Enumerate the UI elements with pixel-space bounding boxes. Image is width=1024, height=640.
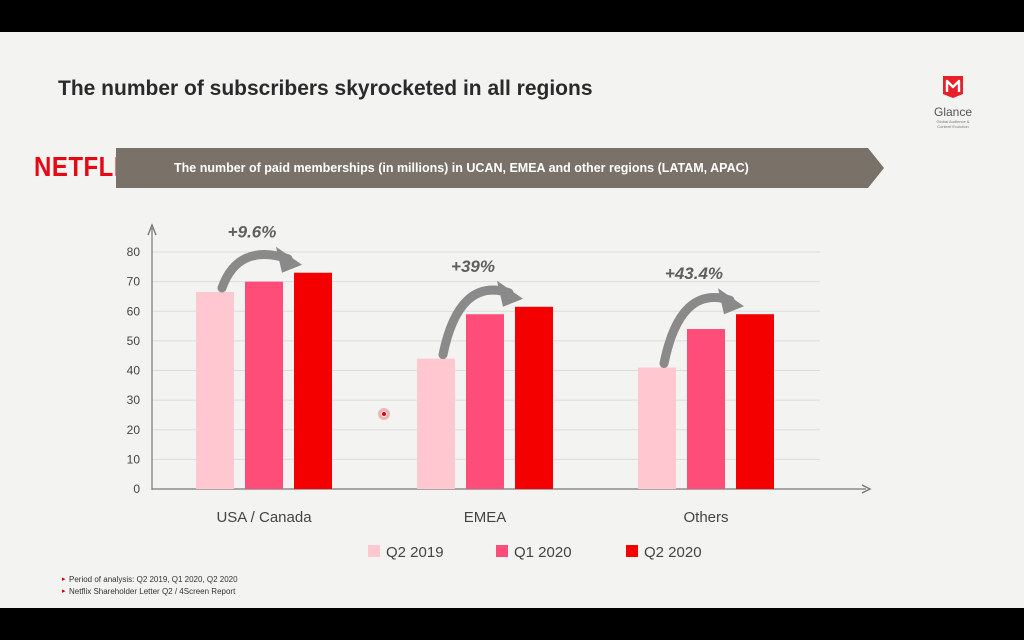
logo-tagline-1: Global Audience & [936,119,970,124]
x-tick-label: USA / Canada [216,509,312,526]
growth-arrow [659,293,735,369]
y-tick-label: 70 [127,275,141,289]
logo-name: Glance [933,105,973,119]
logo-tagline-2: Content Evolution [937,124,969,129]
x-tick-label: Others [683,509,728,526]
footnotes: Period of analysis: Q2 2019, Q1 2020, Q2… [62,574,238,598]
bar [466,314,504,489]
footnote-source: Netflix Shareholder Letter Q2 / 4Screen … [62,586,238,598]
banner-text: The number of paid memberships (in milli… [174,161,749,175]
legend-label: Q2 2020 [644,544,702,561]
y-tick-label: 40 [127,364,141,378]
y-tick-label: 0 [133,482,140,496]
y-tick-label: 10 [127,452,141,466]
bar [736,314,774,489]
glance-logo-icon [943,76,963,98]
bar [687,329,725,489]
legend-label: Q1 2020 [514,544,572,561]
bar [417,358,455,489]
growth-arrowhead [276,246,302,273]
growth-arrowhead [718,288,744,315]
growth-label: +9.6% [228,223,277,242]
bar [196,291,234,489]
legend-swatch [368,545,380,557]
footnote-period: Period of analysis: Q2 2019, Q1 2020, Q2… [62,574,238,586]
growth-arrowhead [497,280,523,307]
bar [638,367,676,489]
glance-logo: Glance Global Audience & Content Evoluti… [928,75,978,135]
chart-banner: The number of paid memberships (in milli… [116,148,884,188]
bar-chart: 0 10 20 30 40 50 60 70 80 USA / Canada +9.6% EMEA +3… [127,223,872,561]
slide-title: The number of subscribers skyrocketed in… [58,77,593,100]
growth-label: +43.4% [665,264,723,283]
legend-swatch [626,545,638,557]
y-tick-label: 50 [127,334,141,348]
bar [515,306,553,489]
cursor-pointer [378,408,390,420]
bar [294,272,332,489]
banner-shape [116,148,884,188]
bar [245,281,283,489]
y-tick-label: 20 [127,423,141,437]
x-tick-label: EMEA [464,509,507,526]
growth-arrow [438,285,514,360]
y-tick-label: 30 [127,393,141,407]
legend-label: Q2 2019 [386,544,444,561]
y-tick-label: 80 [127,245,141,259]
growth-label: +39% [451,257,495,276]
slide: The number of subscribers skyrocketed in… [0,32,1024,608]
y-tick-label: 60 [127,304,141,318]
legend-swatch [496,545,508,557]
y-axis-arrowhead [147,223,157,236]
x-axis-arrowhead [861,484,872,494]
